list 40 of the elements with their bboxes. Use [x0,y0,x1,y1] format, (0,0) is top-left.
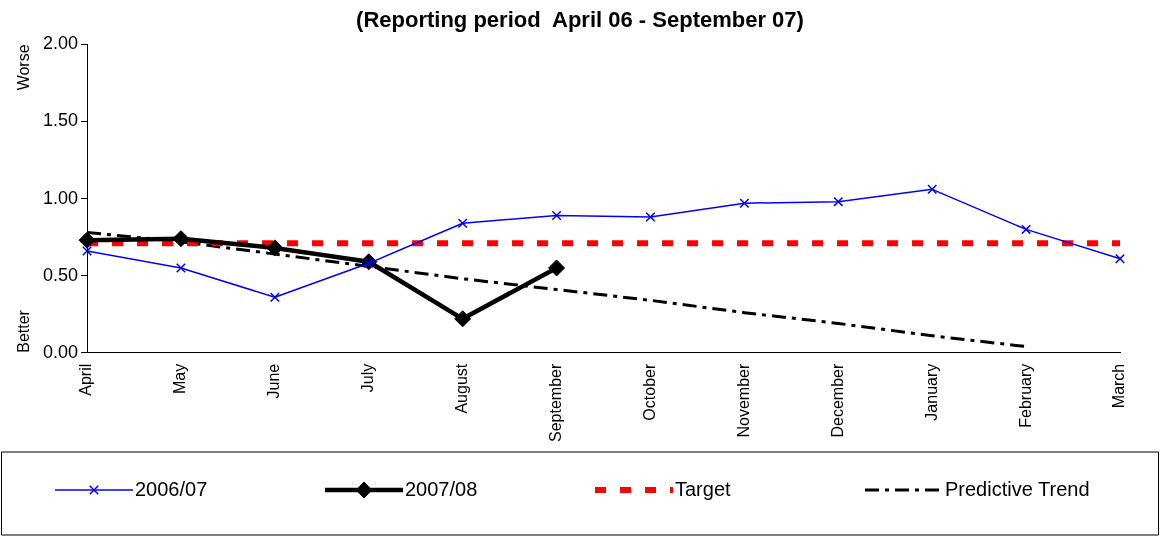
point [548,259,566,277]
x-tick-label: July [359,363,377,393]
point [833,196,844,207]
y-tick-label: 0.00 [42,341,79,362]
x-tick-label: April [77,363,95,396]
point [1115,253,1125,264]
x-tick-label: May [171,363,189,394]
y-tick-label: 1.00 [42,187,79,208]
y-tick-label: 2.00 [42,33,79,54]
point [457,218,468,229]
legend-label: 2007/08 [405,477,478,500]
point [175,262,186,273]
x-tick-label: January [922,363,940,421]
x-tick-label: December [828,363,846,438]
point [1021,224,1032,235]
x-tick-label: October [640,363,658,421]
point [266,239,284,257]
point [82,245,93,256]
point [739,198,750,209]
text: Better [15,309,33,353]
y-tick-label: 1.50 [42,110,79,131]
x-tick-label: August [453,363,471,414]
legend-label: 2006/07 [135,477,208,500]
point [551,210,562,221]
point [269,292,280,303]
x-tick-label: June [265,363,283,399]
text: Worse [15,44,33,91]
point [172,230,190,248]
x-tick-label: November [734,363,752,438]
x-tick-label: February [1016,363,1034,428]
legend-label: Target [675,477,732,500]
point [927,184,938,195]
x-tick-label: September [546,363,564,442]
point [454,310,472,328]
legend-label: Predictive Trend [945,477,1090,500]
point [645,212,656,223]
x-tick-label: March [1110,363,1128,409]
y-tick-label: 0.50 [42,264,79,285]
point [78,231,96,249]
chart-title: (Reporting period April 06 - September 07) [356,7,804,33]
